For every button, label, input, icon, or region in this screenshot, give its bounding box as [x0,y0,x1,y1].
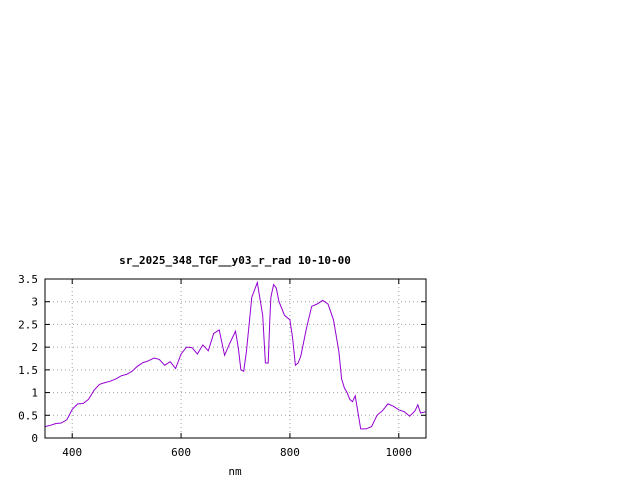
y-tick-label: 3.5 [18,273,38,286]
x-tick-label: 400 [62,446,82,459]
series-line [44,280,427,430]
y-tick-label: 1.5 [18,364,38,377]
plot-frame [44,278,427,439]
y-tick-label: 1 [31,387,38,400]
axis-ticks [45,278,426,439]
x-tick-labels: 400 600 800 1000 [62,446,412,459]
x-tick-label: 800 [280,446,300,459]
x-tick-label: 1000 [386,446,413,459]
y-tick-label: 2 [31,341,38,354]
y-tick-label: 3 [31,296,38,309]
y-tick-label: 0 [31,432,38,445]
data-points [45,282,427,429]
x-axis-label: nm [228,465,242,478]
x-tick-label: 600 [171,446,191,459]
y-tick-label: 2.5 [18,318,38,331]
chart-title: sr_2025_348_TGF__y03_r_rad 10-10-00 [119,254,351,267]
y-tick-labels: 0 0.5 1 1.5 2 2.5 3 3.5 [18,273,38,445]
grid [45,279,426,438]
y-tick-label: 0.5 [18,409,38,422]
